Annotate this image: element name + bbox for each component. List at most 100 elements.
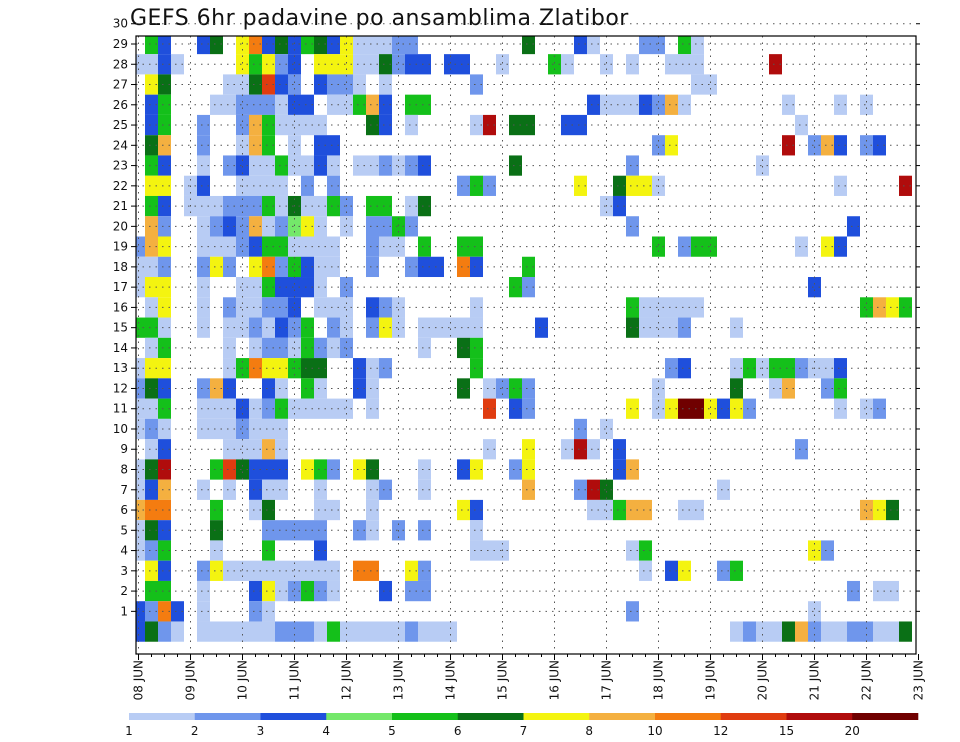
heatmap-cell	[275, 459, 288, 480]
heatmap-cell	[366, 114, 379, 136]
heatmap-cell	[275, 36, 288, 55]
heatmap-cell	[340, 277, 353, 298]
heatmap-cell	[366, 520, 379, 541]
heatmap-cell	[145, 236, 158, 257]
heatmap-cell	[834, 236, 847, 257]
heatmap-cell	[665, 317, 678, 338]
heatmap-cell	[145, 195, 158, 217]
heatmap-cell	[639, 94, 652, 115]
heatmap-cell	[249, 175, 262, 196]
heatmap-cell	[509, 277, 522, 298]
heatmap-cell	[626, 398, 639, 419]
heatmap-cell	[301, 256, 314, 278]
heatmap-cell	[249, 418, 262, 440]
heatmap-cell	[210, 398, 223, 419]
heatmap-cell	[860, 499, 873, 521]
heatmap-cell	[652, 297, 665, 318]
heatmap-cell	[136, 540, 145, 561]
x-tick-label: 13 JUN	[392, 660, 406, 700]
heatmap-cell	[327, 94, 340, 115]
heatmap-cell	[314, 378, 327, 399]
heatmap-cell	[136, 459, 145, 480]
heatmap-cell	[249, 36, 262, 55]
heatmap-cell	[457, 337, 470, 359]
heatmap-cell	[522, 36, 535, 55]
heatmap-cell	[834, 398, 847, 419]
heatmap-cell	[418, 195, 431, 217]
heatmap-cell	[262, 398, 275, 419]
heatmap-cell	[678, 36, 691, 55]
heatmap-cell	[782, 621, 795, 642]
heatmap-cell	[171, 621, 184, 642]
heatmap-cell	[509, 378, 522, 399]
heatmap-cell	[210, 36, 223, 55]
heatmap-cell	[197, 36, 210, 55]
heatmap-cell	[136, 520, 145, 541]
heatmap-cell	[600, 499, 613, 521]
heatmap-cell	[314, 358, 327, 379]
heatmap-cell	[327, 74, 340, 95]
heatmap-cell	[158, 621, 171, 642]
heatmap-cell	[457, 256, 470, 278]
heatmap-cell	[340, 337, 353, 359]
heatmap-cell	[769, 378, 782, 399]
heatmap-cell	[145, 256, 158, 278]
heatmap-cell	[600, 54, 613, 75]
heatmap-cell	[834, 358, 847, 379]
heatmap-cell	[210, 621, 223, 642]
heatmap-cell	[223, 459, 236, 480]
heatmap-cell	[626, 155, 639, 176]
heatmap-cell	[249, 479, 262, 500]
heatmap-cell	[522, 398, 535, 419]
heatmap-cell	[301, 36, 314, 55]
y-tick-label: 11	[113, 402, 128, 416]
y-tick-label: 22	[113, 179, 128, 193]
colorbar-swatch	[720, 713, 787, 720]
heatmap-cell	[626, 540, 639, 561]
colorbar-swatch	[589, 713, 656, 720]
heatmap-cell	[210, 378, 223, 399]
heatmap-cell	[626, 175, 639, 196]
heatmap-cell	[158, 236, 171, 257]
y-tick-label: 16	[113, 300, 128, 314]
heatmap-cell	[730, 378, 743, 399]
x-tick-label: 23 JUN	[912, 660, 926, 700]
heatmap-cell	[639, 36, 652, 55]
heatmap-cell	[509, 398, 522, 419]
heatmap-cell	[197, 601, 210, 622]
heatmap-cell	[249, 398, 262, 419]
heatmap-cell	[136, 378, 145, 399]
heatmap-cell	[262, 601, 275, 622]
heatmap-cell	[769, 54, 782, 75]
heatmap-cell	[730, 358, 743, 379]
heatmap-cell	[145, 175, 158, 196]
heatmap-cell	[704, 398, 717, 419]
heatmap-cell	[301, 337, 314, 359]
heatmap-cell	[314, 114, 327, 136]
heatmap-cell	[340, 94, 353, 115]
heatmap-cell	[288, 337, 301, 359]
heatmap-cell	[223, 398, 236, 419]
y-tick-label: 2	[120, 584, 128, 598]
y-tick-label: 10	[113, 422, 128, 436]
heatmap-cell	[470, 459, 483, 480]
heatmap-cell	[327, 256, 340, 278]
heatmap-cell	[522, 378, 535, 399]
heatmap-cell	[561, 54, 574, 75]
y-tick-label: 13	[113, 361, 128, 375]
heatmap-cell	[262, 520, 275, 541]
x-tick-label: 11 JUN	[288, 660, 302, 700]
heatmap-cell	[288, 580, 301, 602]
heatmap-cell	[678, 317, 691, 338]
heatmap-cell	[210, 418, 223, 440]
heatmap-cell	[379, 155, 392, 176]
heatmap-cell	[691, 499, 704, 521]
heatmap-cell	[158, 297, 171, 318]
heatmap-cell	[756, 621, 769, 642]
heatmap-cell	[860, 135, 873, 156]
heatmap-cell	[288, 135, 301, 156]
heatmap-cell	[470, 337, 483, 359]
heatmap-cell	[158, 94, 171, 115]
heatmap-cell	[470, 236, 483, 257]
heatmap-cell	[522, 479, 535, 500]
